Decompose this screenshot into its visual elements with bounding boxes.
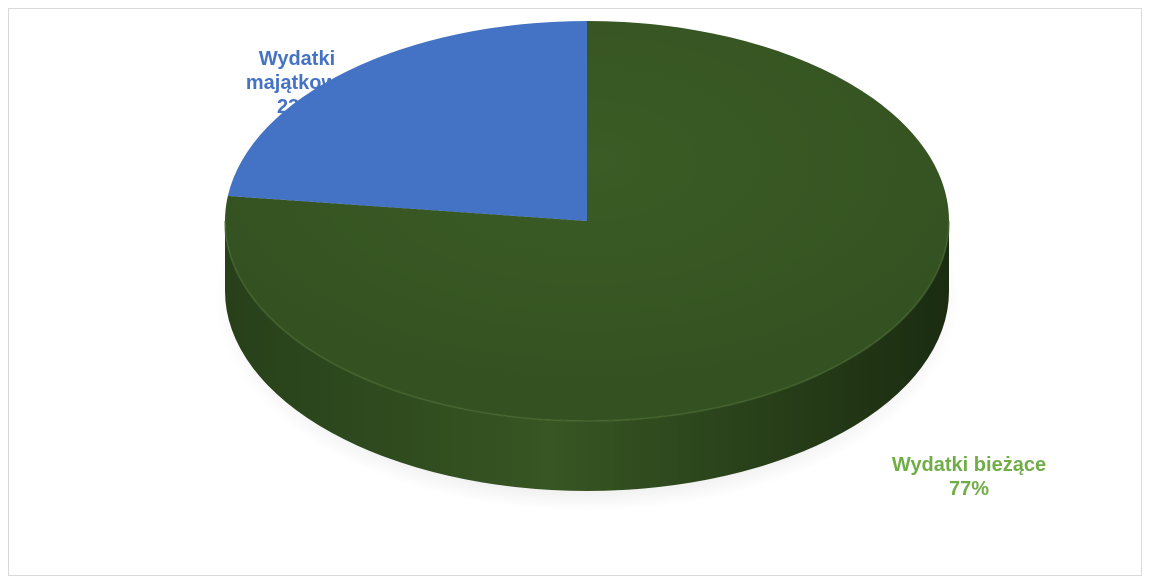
slice-label-biezace-name: Wydatki bieżące — [891, 454, 1047, 476]
pie-chart — [215, 21, 959, 511]
slice-label-biezace-percent: 77% — [948, 478, 990, 500]
slice-label-majatkowe-percent: 23% — [276, 96, 318, 118]
slice-label-majatkowe-line2: majątkowe — [245, 72, 349, 94]
slice-label-biezace: Wydatki bieżące 77% — [869, 453, 1069, 501]
slice-label-majatkowe-line1: Wydatki — [258, 48, 336, 70]
chart-frame: Wydatki majątkowe 23% Wydatki bieżące 77… — [8, 8, 1142, 576]
pie-rim-highlight — [224, 220, 950, 422]
slice-label-majatkowe: Wydatki majątkowe 23% — [237, 47, 357, 119]
pie-slice-majatkowe — [227, 21, 587, 221]
pie-side-wall — [225, 221, 949, 491]
